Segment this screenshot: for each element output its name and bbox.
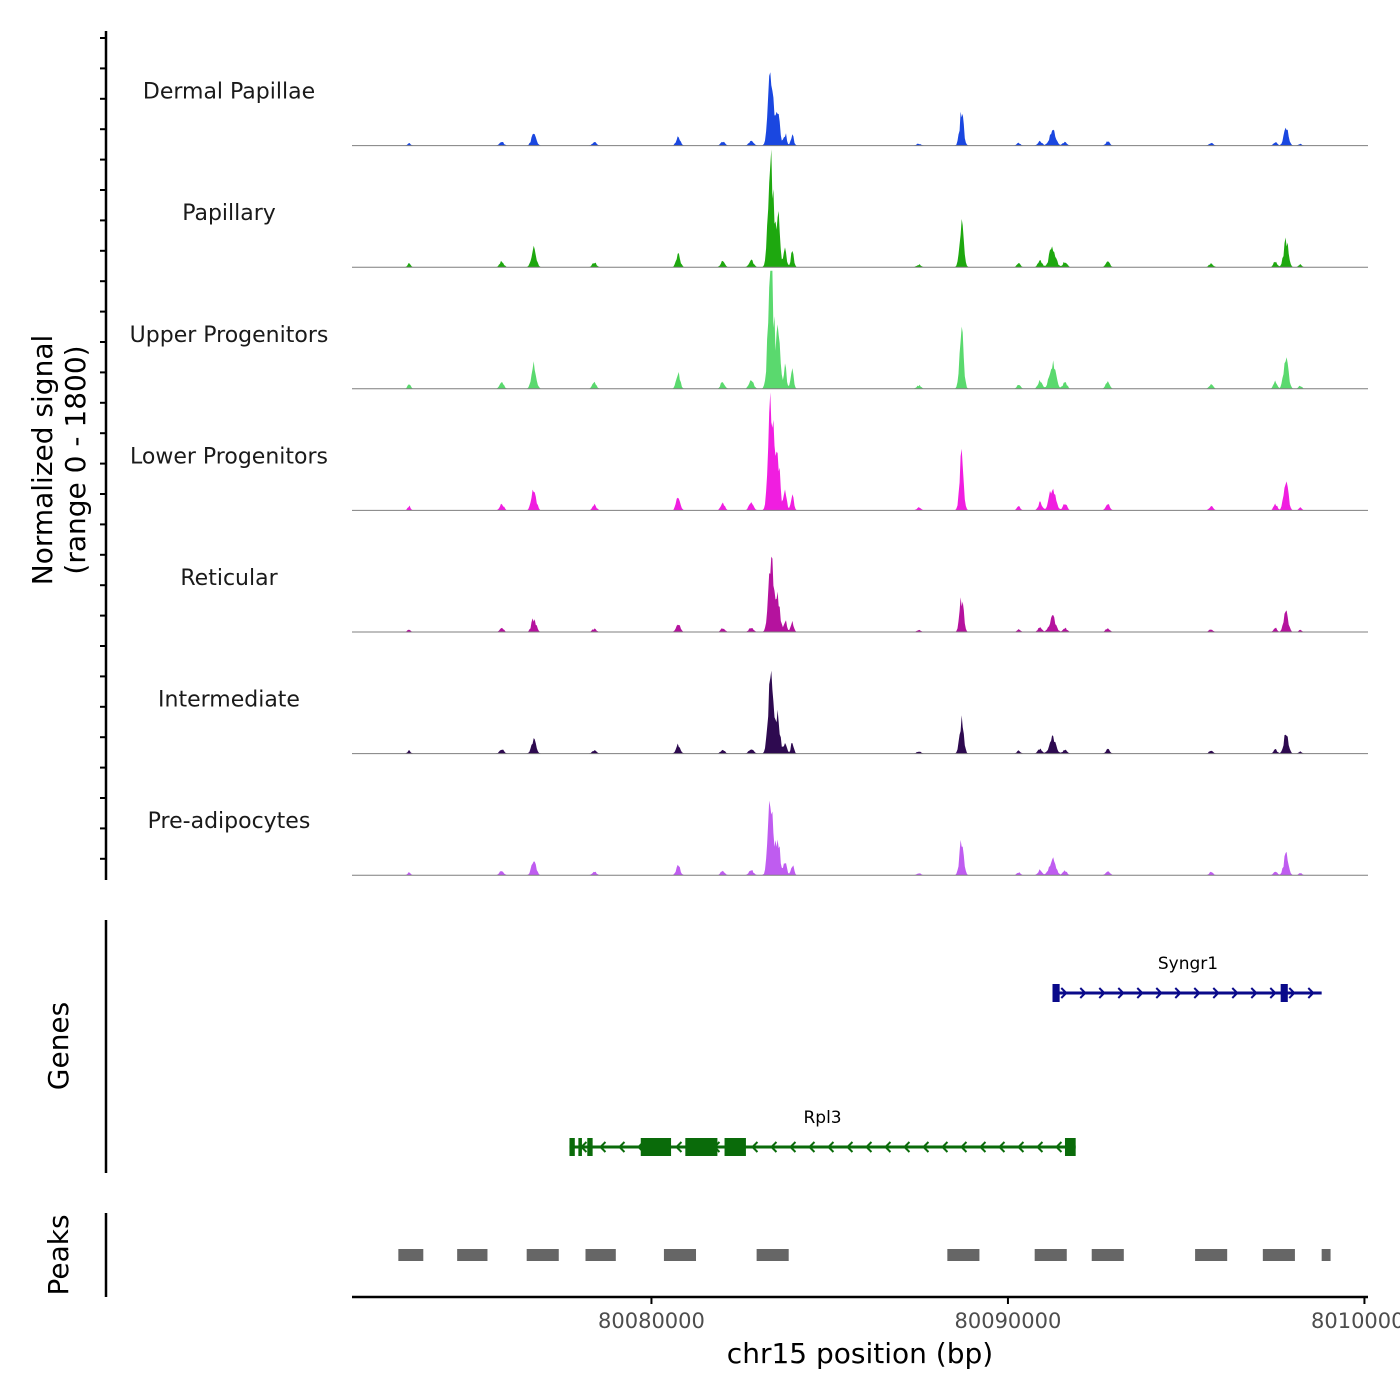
strand-chevron xyxy=(998,1141,1006,1153)
gene-label: Rpl3 xyxy=(803,1108,841,1128)
strand-chevron xyxy=(1250,987,1258,999)
track-label-dermal-papillae: Dermal Papillae xyxy=(143,80,315,105)
strand-chevron xyxy=(751,1141,759,1153)
strand-chevron xyxy=(1055,1141,1063,1153)
strand-chevron xyxy=(618,1141,626,1153)
signal-area-pre-adipocytes xyxy=(352,800,1324,876)
strand-chevron xyxy=(865,1141,873,1153)
strand-chevron xyxy=(1060,987,1068,999)
peak-region xyxy=(526,1249,559,1261)
gene-exon xyxy=(1052,984,1060,1002)
genes-track: Syngr1 Rpl3 xyxy=(104,920,1322,1173)
peaks-track-title: Peaks xyxy=(42,1214,75,1295)
gene-rpl3: Rpl3 xyxy=(569,1108,1076,1156)
strand-chevron xyxy=(1288,987,1296,999)
peak-region xyxy=(585,1249,616,1261)
gene-exon xyxy=(724,1138,746,1156)
strand-chevron xyxy=(846,1141,854,1153)
track-label-papillary: Papillary xyxy=(182,201,276,226)
signal-area-reticular xyxy=(352,556,1324,632)
signal-area-dermal-papillae xyxy=(352,72,1324,146)
y-axis-title: Normalized signal xyxy=(26,335,59,586)
gene-exon xyxy=(1280,984,1288,1002)
strand-chevron xyxy=(1269,987,1277,999)
strand-chevron xyxy=(789,1141,797,1153)
strand-chevron xyxy=(922,1141,930,1153)
x-tick-label: 80080000 xyxy=(598,1309,705,1333)
x-tick-label: 80100000 xyxy=(1311,1309,1400,1333)
peak-region xyxy=(1321,1249,1331,1261)
track-label-upper-progenitors: Upper Progenitors xyxy=(130,323,329,348)
track-label-pre-adipocytes: Pre-adipocytes xyxy=(148,809,311,834)
strand-chevron xyxy=(599,1141,607,1153)
peaks-track xyxy=(104,1213,1331,1297)
x-axis: 80080000 80090000 80100000 xyxy=(352,1295,1400,1333)
strand-chevron xyxy=(1136,987,1144,999)
gene-exon xyxy=(1064,1138,1076,1156)
peak-region xyxy=(663,1249,697,1261)
gene-exon xyxy=(640,1138,672,1156)
strand-chevron xyxy=(1036,1141,1044,1153)
signal-area-lower-progenitors xyxy=(352,392,1324,511)
track-label-intermediate: Intermediate xyxy=(158,688,300,713)
strand-chevron xyxy=(1193,987,1201,999)
peak-region xyxy=(1091,1249,1124,1261)
signal-area-upper-progenitors xyxy=(352,270,1324,389)
strand-chevron xyxy=(1117,987,1125,999)
strand-chevron xyxy=(770,1141,778,1153)
strand-chevron xyxy=(1079,987,1087,999)
gene-syngr1: Syngr1 xyxy=(1052,954,1322,1002)
peak-region xyxy=(756,1249,789,1261)
x-tick-label: 80090000 xyxy=(954,1309,1061,1333)
track-label-lower-progenitors: Lower Progenitors xyxy=(130,444,328,469)
strand-chevron xyxy=(1017,1141,1025,1153)
peak-region xyxy=(398,1249,424,1261)
strand-chevron xyxy=(960,1141,968,1153)
gene-exon xyxy=(587,1138,593,1156)
peak-region xyxy=(1195,1249,1228,1261)
strand-chevron xyxy=(884,1141,892,1153)
gene-label: Syngr1 xyxy=(1158,954,1218,974)
x-axis-title: chr15 position (bp) xyxy=(727,1337,993,1370)
track-label-reticular: Reticular xyxy=(180,566,278,591)
signal-tracks: Dermal Papillae Papillary Upper Progenitor… xyxy=(130,72,1368,876)
strand-chevron xyxy=(903,1141,911,1153)
strand-chevron xyxy=(675,1141,683,1153)
peak-region xyxy=(1034,1249,1067,1261)
strand-chevron xyxy=(979,1141,987,1153)
strand-chevron xyxy=(808,1141,816,1153)
strand-chevron xyxy=(941,1141,949,1153)
peak-region xyxy=(1262,1249,1295,1261)
signal-y-axis xyxy=(100,31,108,880)
strand-chevron xyxy=(1212,987,1220,999)
signal-area-papillary xyxy=(352,149,1324,268)
strand-chevron xyxy=(1307,987,1315,999)
strand-chevron xyxy=(1231,987,1239,999)
peak-region xyxy=(947,1249,980,1261)
strand-chevron xyxy=(827,1141,835,1153)
gene-exon xyxy=(578,1138,582,1156)
strand-chevron xyxy=(1098,987,1106,999)
strand-chevron xyxy=(1155,987,1163,999)
gene-exon xyxy=(569,1138,575,1156)
strand-chevron xyxy=(1174,987,1182,999)
y-axis-range: (range 0 - 1800) xyxy=(59,345,92,574)
genes-track-title: Genes xyxy=(42,1002,75,1090)
signal-area-intermediate xyxy=(352,670,1324,754)
peak-region xyxy=(457,1249,488,1261)
gene-exon xyxy=(685,1138,718,1156)
